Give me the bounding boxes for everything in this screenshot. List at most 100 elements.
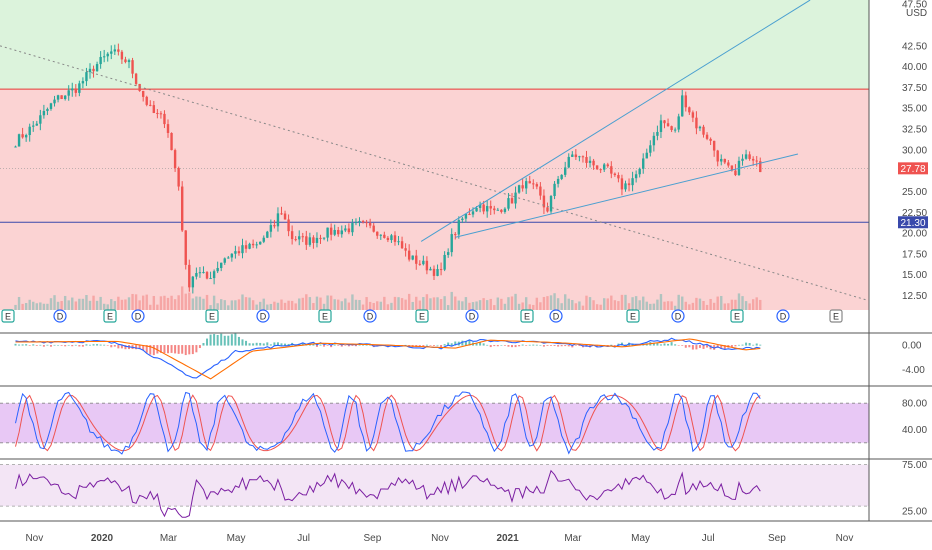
time-tick-label: Jul: [297, 533, 310, 544]
volume-bar: [496, 297, 500, 310]
candle-body: [145, 96, 148, 105]
macd-histogram-bar: [181, 345, 184, 354]
candle-body: [241, 245, 244, 254]
candle-body: [432, 268, 436, 276]
macd-histogram-bar: [81, 345, 84, 347]
trendline-channel-lower[interactable]: [455, 153, 799, 238]
macd-histogram-bar: [450, 343, 453, 346]
candle-body: [32, 125, 35, 127]
dividend-marker[interactable]: D: [549, 309, 563, 323]
volume-bar: [145, 294, 148, 310]
volume-bar: [642, 296, 645, 310]
earnings-marker[interactable]: E: [520, 309, 534, 323]
volume-bar: [404, 299, 407, 310]
macd-histogram-bar: [323, 345, 326, 347]
volume-bar: [411, 301, 414, 310]
candle-body: [507, 198, 510, 209]
candle-body: [560, 174, 563, 179]
dividend-marker[interactable]: D: [363, 309, 377, 323]
volume-bar: [347, 302, 351, 310]
earnings-marker[interactable]: E: [103, 309, 117, 323]
volume-bar: [627, 303, 631, 310]
volume-bar: [588, 297, 592, 310]
macd-histogram-bar: [347, 345, 350, 347]
macd-histogram-bar: [663, 343, 666, 346]
trendline-descending-dotted[interactable]: [0, 45, 866, 301]
earnings-marker[interactable]: E: [730, 309, 744, 323]
candle-body: [684, 95, 687, 108]
macd-histogram-bar: [695, 345, 698, 350]
volume-bar: [489, 298, 492, 310]
volume-bar: [212, 295, 216, 310]
macd-histogram-bar: [245, 340, 248, 346]
dividend-marker[interactable]: D: [256, 309, 270, 323]
candle-body: [312, 237, 315, 243]
volume-bar: [56, 301, 60, 310]
rsi-pane[interactable]: [0, 464, 869, 518]
volume-bar: [599, 304, 602, 310]
macd-histogram-bar: [259, 342, 262, 346]
macd-histogram-bar: [234, 333, 237, 346]
macd-pane[interactable]: [14, 333, 762, 380]
earnings-marker[interactable]: E: [829, 309, 843, 323]
volume-bar: [166, 297, 170, 310]
dividend-marker[interactable]: D: [465, 309, 479, 323]
macd-histogram-bar: [174, 345, 177, 354]
earnings-marker[interactable]: E: [415, 309, 429, 323]
candle-body: [524, 181, 528, 189]
event-marker-label: D: [553, 312, 560, 322]
volume-bar: [28, 299, 31, 310]
volume-bar: [638, 300, 641, 310]
volume-bar: [141, 295, 145, 310]
trendline-channel-upper[interactable]: [420, 0, 811, 242]
macd-histogram-bar: [57, 344, 60, 346]
candle-body: [131, 60, 134, 74]
candle-body: [390, 235, 393, 241]
candle-body: [216, 267, 219, 272]
dividend-marker[interactable]: D: [671, 309, 685, 323]
price-scale[interactable]: 47.50 42.50 40.00 37.50 35.00 32.50 30.00 25.00…: [868, 0, 928, 521]
volume-bar: [46, 303, 49, 310]
volume-bar: [645, 301, 648, 310]
candle-body: [631, 178, 634, 186]
candle-body: [528, 181, 531, 184]
dividend-marker[interactable]: D: [53, 309, 67, 323]
volume-bar: [156, 304, 159, 310]
macd-histogram-bar: [248, 343, 251, 346]
candle-body: [620, 178, 624, 190]
volume-bar: [21, 303, 24, 310]
stochastic-pane[interactable]: [0, 391, 869, 455]
volume-bar: [361, 304, 365, 310]
macd-histogram-bar: [312, 343, 315, 346]
candle-body: [358, 221, 361, 223]
macd-histogram-bar: [46, 344, 49, 346]
macd-histogram-bar: [273, 342, 276, 346]
volume-bar: [177, 295, 180, 310]
macd-histogram-bar: [202, 343, 205, 346]
time-axis[interactable]: Nov 2020 Mar May Jul Sep Nov 2021 Mar May Jul Sep No…: [25, 533, 853, 544]
volume-bar: [741, 296, 744, 310]
earnings-marker[interactable]: E: [318, 309, 332, 323]
macd-histogram-bar: [503, 345, 506, 346]
volume-bar: [439, 299, 443, 310]
macd-histogram-bar: [230, 334, 233, 346]
candle-body: [535, 184, 539, 187]
candle-body: [443, 254, 446, 270]
trendlines[interactable]: [0, 0, 866, 301]
dividend-marker[interactable]: D: [131, 309, 145, 323]
dividend-marker[interactable]: D: [776, 309, 790, 323]
earnings-marker[interactable]: E: [205, 309, 219, 323]
volume-bar: [560, 303, 563, 310]
macd-histogram-bar: [741, 344, 744, 346]
price-tick-label: 30.00: [902, 145, 927, 156]
volume-bar: [748, 303, 751, 310]
candle-body: [46, 108, 49, 112]
candle-body: [273, 225, 276, 227]
candlestick-series[interactable]: [14, 43, 762, 294]
candle-body: [276, 213, 280, 227]
earnings-marker[interactable]: E: [626, 309, 640, 323]
earnings-marker[interactable]: E: [1, 309, 15, 323]
